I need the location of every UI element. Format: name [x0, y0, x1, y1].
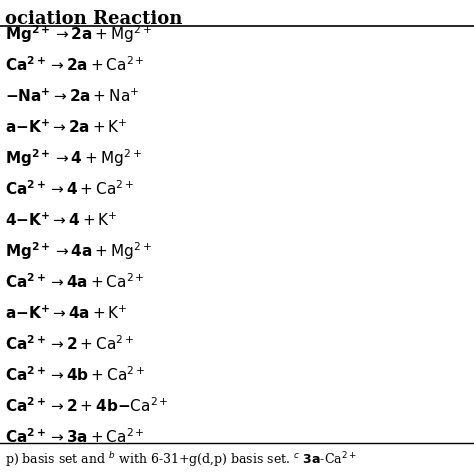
- Text: $\mathbf{Mg}^{\mathbf{2+}} \rightarrow \mathbf{4} + \mathrm{Mg}^{2+}$: $\mathbf{Mg}^{\mathbf{2+}} \rightarrow \…: [5, 147, 142, 169]
- Text: $\mathbf{Mg}^{\mathbf{2+}} \rightarrow \mathbf{2a} + \mathrm{Mg}^{2+}$: $\mathbf{Mg}^{\mathbf{2+}} \rightarrow \…: [5, 23, 152, 45]
- Text: $\mathbf{Ca}^{\mathbf{2+}} \rightarrow \mathbf{2a} + \mathrm{Ca}^{2+}$: $\mathbf{Ca}^{\mathbf{2+}} \rightarrow \…: [5, 56, 145, 74]
- Text: ociation Reaction: ociation Reaction: [5, 10, 182, 28]
- Text: $\mathbf{Ca}^{\mathbf{2+}} \rightarrow \mathbf{2} + \mathrm{Ca}^{2+}$: $\mathbf{Ca}^{\mathbf{2+}} \rightarrow \…: [5, 335, 134, 354]
- Text: p) basis set and $^b$ with 6-31+g(d,p) basis set. $^c$ $\mathbf{3a}$-Ca$^{2+}$: p) basis set and $^b$ with 6-31+g(d,p) b…: [5, 450, 356, 469]
- Text: $\mathbf{Ca}^{\mathbf{2+}} \rightarrow \mathbf{4} + \mathrm{Ca}^{2+}$: $\mathbf{Ca}^{\mathbf{2+}} \rightarrow \…: [5, 180, 134, 199]
- Text: $\mathbf{a}\mathbf{-K}^{\mathbf{+}} \rightarrow \mathbf{2a} + \mathrm{K}^{+}$: $\mathbf{a}\mathbf{-K}^{\mathbf{+}} \rig…: [5, 118, 128, 136]
- Text: $\mathbf{Ca}^{\mathbf{2+}} \rightarrow \mathbf{4b} + \mathrm{Ca}^{2+}$: $\mathbf{Ca}^{\mathbf{2+}} \rightarrow \…: [5, 366, 145, 384]
- Text: $\mathbf{-Na}^{\mathbf{+}} \rightarrow \mathbf{2a} + \mathrm{Na}^{+}$: $\mathbf{-Na}^{\mathbf{+}} \rightarrow \…: [5, 88, 139, 105]
- Text: $\mathbf{Ca}^{\mathbf{2+}} \rightarrow \mathbf{3a} + \mathrm{Ca}^{2+}$: $\mathbf{Ca}^{\mathbf{2+}} \rightarrow \…: [5, 428, 145, 447]
- Text: $\mathbf{a}\mathbf{-K}^{\mathbf{+}} \rightarrow \mathbf{4a} + \mathrm{K}^{+}$: $\mathbf{a}\mathbf{-K}^{\mathbf{+}} \rig…: [5, 304, 128, 322]
- Text: $\mathbf{Ca}^{\mathbf{2+}} \rightarrow \mathbf{4a} + \mathrm{Ca}^{2+}$: $\mathbf{Ca}^{\mathbf{2+}} \rightarrow \…: [5, 273, 145, 292]
- Text: $\mathbf{4}\mathbf{-K}^{\mathbf{+}} \rightarrow \mathbf{4} + \mathrm{K}^{+}$: $\mathbf{4}\mathbf{-K}^{\mathbf{+}} \rig…: [5, 211, 118, 229]
- Text: $\mathbf{Ca}^{\mathbf{2+}} \rightarrow \mathbf{2} + \mathbf{4b}\mathbf{-}\mathrm: $\mathbf{Ca}^{\mathbf{2+}} \rightarrow \…: [5, 397, 168, 415]
- Text: $\mathbf{Mg}^{\mathbf{2+}} \rightarrow \mathbf{4a} + \mathrm{Mg}^{2+}$: $\mathbf{Mg}^{\mathbf{2+}} \rightarrow \…: [5, 240, 152, 262]
